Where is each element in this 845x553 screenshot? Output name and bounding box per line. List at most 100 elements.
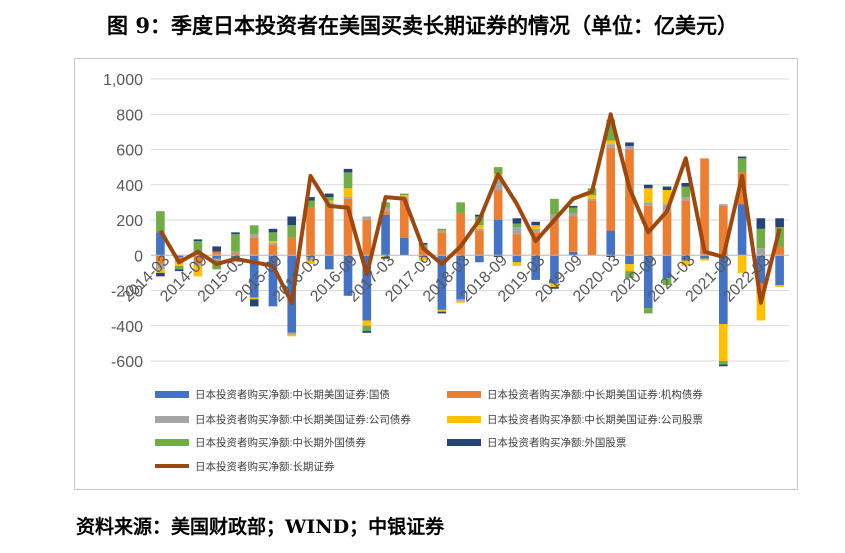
bar-segment: [362, 216, 372, 220]
bar-segment: [662, 186, 672, 191]
legend-swatch: [447, 416, 481, 423]
bar-segment: [437, 311, 447, 314]
bar-segment: [400, 200, 409, 238]
bar-segment: [287, 216, 297, 226]
bar-segment: [437, 255, 447, 310]
bar-segment: [700, 158, 709, 256]
bar-segment: [456, 301, 465, 303]
bar-segment: [343, 197, 353, 199]
bar-segment: [681, 197, 691, 201]
bar-segment: [306, 207, 315, 256]
bar-segment: [231, 253, 240, 256]
bar-segment: [249, 234, 259, 238]
bar-segment: [625, 145, 634, 150]
bar-segment: [362, 220, 372, 256]
bar-segment: [775, 285, 784, 287]
bar-segment: [306, 260, 315, 265]
bar-segment: [625, 142, 634, 146]
bar-segment: [681, 182, 691, 187]
bar-segment: [437, 309, 447, 312]
bar-segment: [568, 251, 578, 256]
bar-segment: [212, 258, 221, 261]
source-note: 资料来源：美国财政部；WIND；中银证券: [76, 516, 445, 538]
bar-segment: [512, 262, 522, 266]
bar-segment: [324, 204, 334, 256]
legend-label: 日本投资者购买净额:长期证券: [195, 460, 335, 473]
bar-segment: [662, 278, 672, 286]
bar-segment: [493, 220, 503, 256]
bar-segment: [493, 255, 503, 258]
bar-segment: [231, 251, 240, 254]
bar-segment: [343, 188, 353, 198]
bar-segment: [587, 200, 597, 256]
bar-segment: [681, 200, 691, 256]
bar-segment: [662, 255, 672, 279]
bar-segment: [306, 257, 315, 261]
bar-segment: [268, 244, 278, 256]
bar-segment: [362, 331, 372, 333]
bar-segment: [231, 232, 240, 235]
bar-segment: [324, 255, 334, 270]
page-title: 图 9：季度日本投资者在美国买卖长期证券的情况（单位：亿美元）: [107, 13, 738, 38]
bar-segment: [268, 255, 278, 307]
bar-segment: [587, 195, 597, 199]
bar-segment: [775, 246, 784, 256]
bar-segment: [531, 232, 540, 256]
bar-segment: [531, 221, 540, 226]
bar-segment: [343, 168, 353, 173]
bar-segment: [681, 186, 691, 198]
bar-segment: [287, 237, 297, 256]
bar-segment: [456, 255, 465, 300]
bar-segment: [531, 255, 540, 280]
bar-segment: [550, 198, 559, 215]
bar-segment: [719, 361, 728, 365]
bar-segment: [324, 193, 334, 198]
bar-segment: [249, 297, 259, 300]
bar-segment: [381, 211, 390, 215]
bar-segment: [587, 198, 597, 201]
bar-segment: [400, 195, 409, 198]
bar-segment: [737, 204, 747, 256]
bar-segment: [606, 147, 616, 231]
bar-segment: [512, 234, 522, 256]
bar-segment: [700, 255, 709, 259]
bar-segment: [306, 255, 315, 258]
bar-segment: [625, 149, 634, 256]
bar-segment: [606, 119, 616, 141]
bar-segment: [306, 200, 315, 208]
bar-segment: [156, 232, 165, 256]
bar-segment: [756, 255, 766, 284]
bar-segment: [662, 211, 672, 256]
bar-segment: [493, 179, 503, 191]
bar-segment: [606, 140, 616, 145]
stacked-bar-line-chart: 1,0008006004002000-200-400-6002014-03201…: [103, 72, 789, 473]
legend-label: 日本投资者购买净额:中长期美国证券:国债: [195, 388, 390, 401]
bar-segment: [193, 253, 203, 256]
bar-segment: [400, 193, 409, 196]
bar-segment: [493, 190, 503, 220]
bar-segment: [606, 144, 616, 148]
bar-segment: [531, 225, 540, 229]
bar-segment: [775, 218, 784, 228]
bar-segment: [512, 255, 522, 263]
bar-segment: [437, 228, 447, 231]
bar-segment: [681, 255, 691, 261]
bar-segment: [700, 258, 709, 261]
legend-swatch: [447, 391, 481, 398]
bar-segment: [512, 223, 522, 228]
bar-segment: [249, 225, 259, 235]
bar-segment: [719, 323, 728, 361]
bar-segment: [156, 264, 165, 270]
bar-segment: [362, 255, 372, 321]
bar-segment: [156, 272, 165, 277]
bar-segment: [193, 265, 203, 277]
legend-swatch: [155, 416, 189, 423]
bar-segment: [193, 255, 203, 265]
bar-segment: [156, 211, 165, 233]
bar-segment: [324, 197, 334, 201]
bar-segment: [306, 197, 315, 201]
bar-segment: [625, 255, 634, 265]
legend-label: 日本投资者购买净额:中长期美国证券:公司股票: [487, 413, 703, 426]
y-tick-label: -600: [111, 354, 143, 371]
bar-segment: [268, 232, 278, 242]
